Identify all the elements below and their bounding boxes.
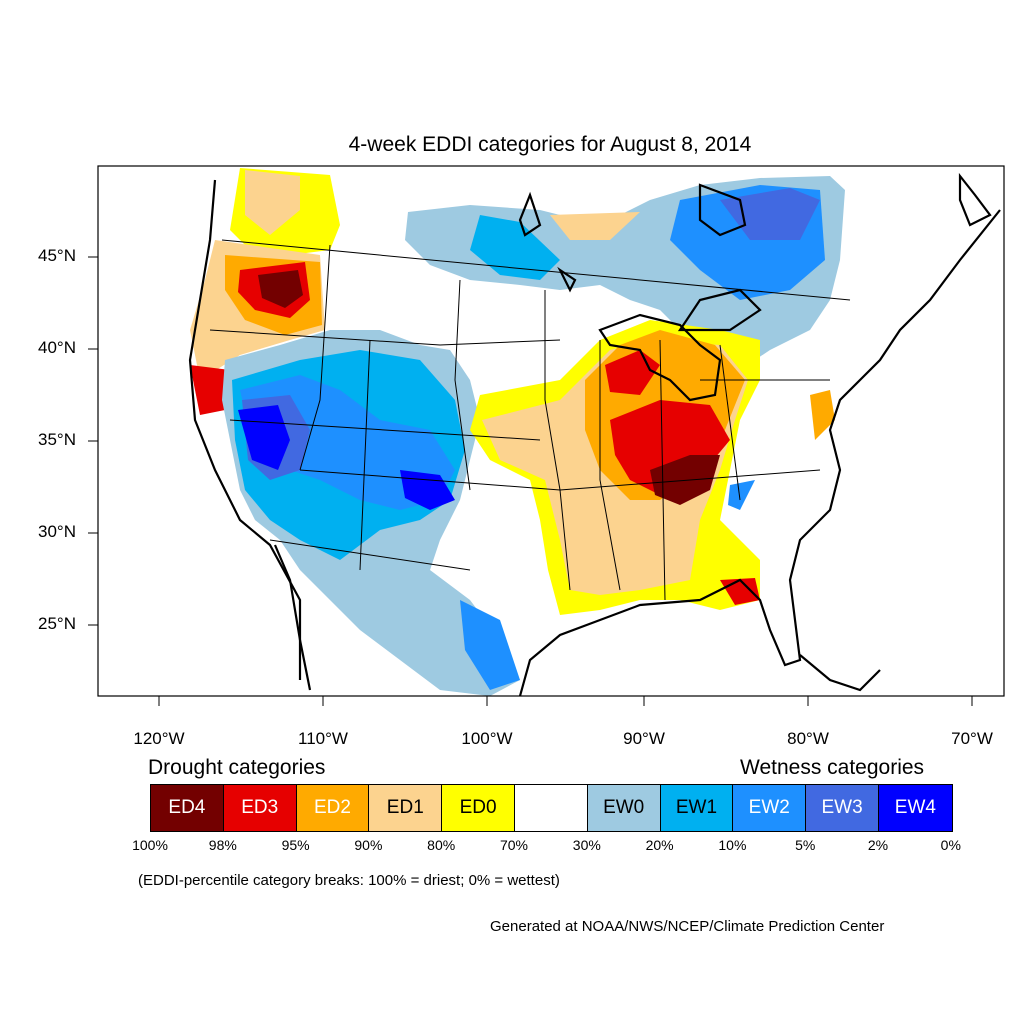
legend-box-ew0: EW0 — [587, 785, 661, 831]
legend-box-ed1: ED1 — [369, 785, 443, 831]
bc-ed1-area — [245, 170, 300, 235]
legend-box-ed0: ED0 — [442, 785, 515, 831]
lat-label-45: 45°N — [38, 246, 76, 265]
legend-box-ew4: EW4 — [878, 785, 952, 831]
credit-line: Generated at NOAA/NWS/NCEP/Climate Predi… — [490, 918, 885, 935]
california-north-ed3 — [190, 365, 230, 415]
coastlines — [188, 172, 1001, 696]
lon-label-90: 90°W — [623, 729, 665, 748]
legend-box-ew1: EW1 — [660, 785, 734, 831]
oregon-ed4-area — [258, 270, 303, 308]
quebec-ew3-area — [720, 188, 820, 240]
lat-label-30: 30°N — [38, 522, 76, 541]
percentile-label: 70% — [499, 837, 529, 853]
legend-box-ed3: ED3 — [223, 785, 297, 831]
percentile-label: 98% — [208, 837, 237, 853]
percentile-label: 2% — [867, 837, 889, 853]
delaware-ed2-area — [810, 390, 835, 440]
category-note: (EDDI-percentile category breaks: 100% =… — [138, 872, 560, 889]
newmexico-ew4-area — [400, 470, 455, 510]
percentile-label: 5% — [795, 837, 816, 853]
lat-label-40: 40°N — [38, 338, 76, 357]
map-frame — [97, 165, 1005, 697]
canada-ew1-area — [470, 215, 560, 280]
lon-label-80: 80°W — [787, 729, 829, 748]
ontario-ed1-area — [550, 212, 640, 240]
wetness-heading: Wetness categories — [740, 756, 925, 779]
percentile-label: 95% — [281, 837, 310, 853]
map-fill — [190, 168, 845, 696]
percentile-label: 100% — [132, 837, 168, 853]
lon-label-70: 70°W — [951, 729, 993, 748]
axis-ticks — [88, 256, 973, 706]
legend-box-ew2: EW2 — [733, 785, 807, 831]
lat-label-25: 25°N — [38, 614, 76, 633]
drought-heading: Drought categories — [148, 756, 326, 779]
legend-box-ed2: ED2 — [296, 785, 370, 831]
percentile-label: 20% — [645, 837, 674, 853]
lon-label-100: 100°W — [461, 729, 513, 748]
lat-label-35: 35°N — [38, 430, 76, 449]
percentile-label: 0% — [940, 837, 961, 853]
percentile-label: 90% — [354, 837, 383, 853]
state-borders — [209, 239, 851, 601]
legend-box-ew3: EW3 — [806, 785, 879, 831]
percentile-label: 10% — [718, 837, 747, 853]
texas-ew2-area — [460, 600, 520, 690]
map-title: 4-week EDDI categories for August 8, 201… — [348, 133, 752, 156]
lon-label-120: 120°W — [133, 729, 185, 748]
lon-label-110: 110°W — [298, 729, 348, 748]
legend-bar: ED4 ED3 ED2 ED1 ED0 EW0 EW1 EW2 EW3 EW4 — [150, 784, 953, 832]
legend-box-neutral — [514, 785, 588, 831]
percentile-label: 30% — [572, 837, 601, 853]
legend-box-ed4: ED4 — [151, 785, 224, 831]
percentile-label: 80% — [427, 837, 456, 853]
carolina-ew2-area — [728, 480, 755, 510]
